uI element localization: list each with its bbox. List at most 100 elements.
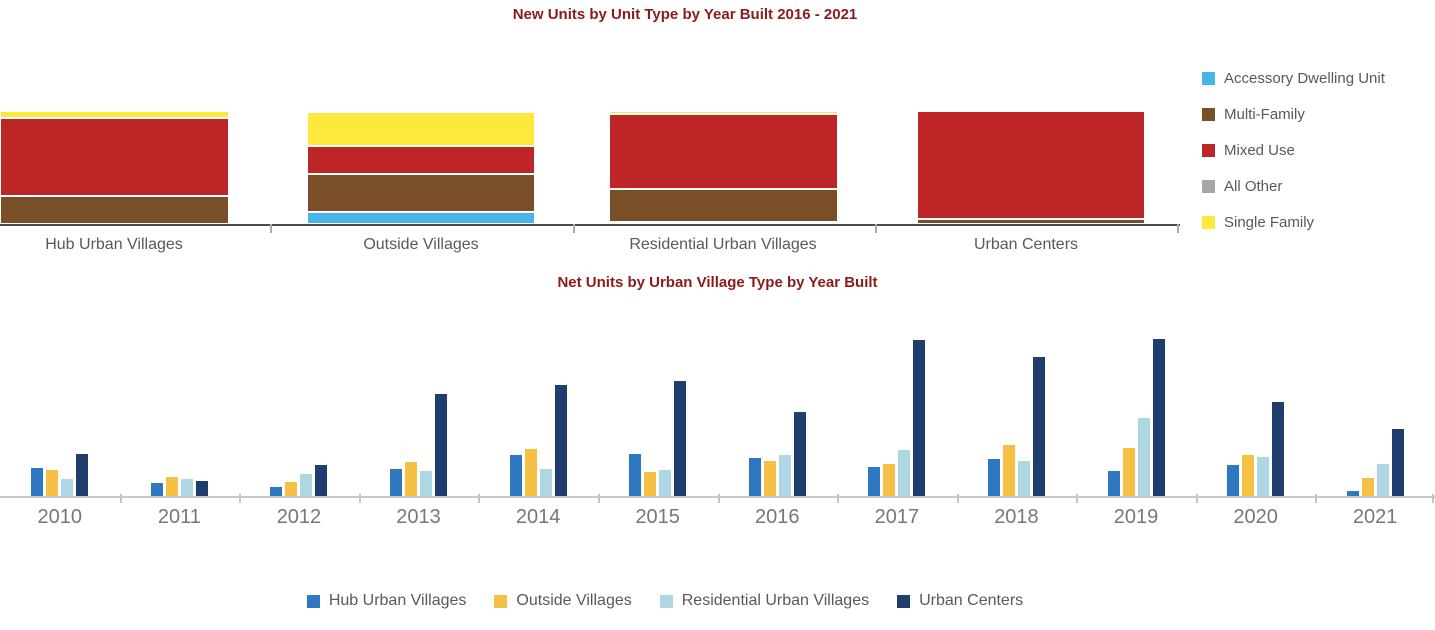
- outside-villages-bar[interactable]: [883, 464, 896, 496]
- outside-villages-bar[interactable]: [46, 470, 59, 496]
- stacked-bar-outside-villages[interactable]: [307, 112, 535, 224]
- mixed-use-segment[interactable]: [609, 114, 838, 189]
- hub-urban-villages-bar[interactable]: [390, 469, 403, 496]
- single-family-segment[interactable]: [307, 112, 535, 146]
- hub-urban-villages-bar[interactable]: [629, 454, 642, 496]
- urban-centers-bar[interactable]: [315, 465, 328, 496]
- stacked-bar-urban-centers[interactable]: [917, 111, 1145, 224]
- bottom-axis-tick: [1196, 494, 1198, 503]
- outside-villages-bar[interactable]: [165, 477, 178, 496]
- urban-centers-bar[interactable]: [1391, 429, 1404, 496]
- outside-villages-bar[interactable]: [1361, 478, 1374, 496]
- top-axis-tick: [875, 224, 877, 233]
- legend-item-single-family[interactable]: Single Family: [1202, 204, 1385, 240]
- legend-label: Urban Centers: [919, 592, 1024, 609]
- outside-villages-bar[interactable]: [1002, 445, 1015, 496]
- residential-urban-villages-bar[interactable]: [659, 470, 672, 496]
- hub-urban-villages-bar[interactable]: [1346, 491, 1359, 496]
- legend-label: All Other: [1224, 177, 1283, 195]
- hub-urban-villages-bar[interactable]: [868, 467, 881, 496]
- hub-urban-villages-bar[interactable]: [987, 459, 1000, 496]
- legend-label: Multi-Family: [1224, 105, 1305, 123]
- legend-item-hub-urban-villages[interactable]: Hub Urban Villages: [306, 592, 466, 610]
- residential-urban-villages-bar[interactable]: [1376, 464, 1389, 496]
- multi-family-segment[interactable]: [917, 219, 1145, 224]
- multi-family-segment[interactable]: [307, 174, 535, 212]
- bottom-axis-tick: [957, 494, 959, 503]
- accessory-dwelling-unit-segment[interactable]: [307, 212, 535, 224]
- urban-centers-bar[interactable]: [76, 454, 89, 496]
- urban-centers-bar[interactable]: [793, 412, 806, 496]
- residential-urban-villages-bar[interactable]: [300, 474, 313, 496]
- outside-villages-bar[interactable]: [285, 482, 298, 496]
- mixed-use-segment[interactable]: [307, 146, 535, 174]
- multi-family-segment[interactable]: [0, 196, 229, 224]
- year-group-2017: [837, 329, 957, 496]
- stacked-bar-hub-urban-villages[interactable]: [0, 111, 229, 224]
- year-group-2018: [957, 329, 1077, 496]
- outside-villages-bar[interactable]: [763, 461, 776, 496]
- legend-item-mixed-use[interactable]: Mixed Use: [1202, 132, 1385, 168]
- hub-urban-villages-bar[interactable]: [1107, 471, 1120, 496]
- urban-centers-bar[interactable]: [674, 381, 687, 496]
- residential-urban-villages-bar[interactable]: [61, 479, 74, 496]
- urban-centers-bar[interactable]: [913, 340, 926, 496]
- bottom-axis-tick: [239, 494, 241, 503]
- residential-urban-villages-bar[interactable]: [1257, 457, 1270, 496]
- urban-centers-bar[interactable]: [435, 394, 448, 496]
- urban-centers-bar[interactable]: [195, 481, 208, 496]
- year-group-2011: [120, 329, 240, 496]
- single-family-segment[interactable]: [0, 111, 229, 118]
- legend-item-multi-family[interactable]: Multi-Family: [1202, 96, 1385, 132]
- single-family-segment[interactable]: [609, 111, 838, 114]
- residential-urban-villages-bar[interactable]: [180, 479, 193, 496]
- year-group-2012: [239, 329, 359, 496]
- legend-item-urban-centers[interactable]: Urban Centers: [897, 592, 1023, 610]
- outside-villages-bar[interactable]: [644, 472, 657, 496]
- bottom-axis-tick: [359, 494, 361, 503]
- stacked-bar-residential-urban-villages[interactable]: [609, 111, 838, 224]
- residential-urban-villages-bar[interactable]: [898, 450, 911, 496]
- residential-urban-villages-bar[interactable]: [539, 469, 552, 496]
- legend-item-all-other[interactable]: All Other: [1202, 168, 1385, 204]
- hub-urban-villages-bar[interactable]: [270, 487, 283, 496]
- legend-swatch-icon: [897, 594, 911, 608]
- urban-centers-bar[interactable]: [554, 385, 567, 496]
- urban-centers-bar[interactable]: [1272, 402, 1285, 496]
- residential-urban-villages-bar[interactable]: [778, 455, 791, 496]
- hub-urban-villages-bar[interactable]: [748, 458, 761, 496]
- urban-centers-bar[interactable]: [1032, 357, 1045, 496]
- mixed-use-segment[interactable]: [0, 118, 229, 196]
- outside-villages-bar[interactable]: [1242, 455, 1255, 496]
- residential-urban-villages-bar[interactable]: [1017, 461, 1030, 496]
- outside-villages-bar[interactable]: [1122, 448, 1135, 496]
- outside-villages-bar[interactable]: [524, 449, 537, 496]
- bottom-axis-tick: [478, 494, 480, 503]
- bottom-axis-tick: [120, 494, 122, 503]
- mixed-use-segment[interactable]: [917, 111, 1145, 219]
- outside-villages-bar[interactable]: [405, 462, 418, 496]
- legend-label: Mixed Use: [1224, 141, 1295, 159]
- hub-urban-villages-bar[interactable]: [509, 455, 522, 496]
- bottom-x-axis-line: [0, 496, 1435, 498]
- hub-urban-villages-bar[interactable]: [150, 483, 163, 496]
- year-group-2013: [359, 329, 479, 496]
- legend-label: Residential Urban Villages: [681, 592, 870, 609]
- hub-urban-villages-bar[interactable]: [31, 468, 44, 496]
- residential-urban-villages-bar[interactable]: [1137, 418, 1150, 496]
- legend-item-outside-villages[interactable]: Outside Villages: [494, 592, 632, 610]
- year-label: 2016: [755, 506, 800, 528]
- legend-item-accessory-dwelling-unit[interactable]: Accessory Dwelling Unit: [1202, 60, 1385, 96]
- year-label: 2019: [1113, 506, 1159, 528]
- urban-centers-bar[interactable]: [1152, 339, 1165, 496]
- hub-urban-villages-bar[interactable]: [1227, 465, 1240, 496]
- legend-label: Single Family: [1224, 213, 1315, 231]
- legend-swatch-icon: [1202, 143, 1215, 157]
- multi-family-segment[interactable]: [609, 189, 838, 222]
- residential-urban-villages-bar[interactable]: [420, 471, 433, 496]
- top-x-axis-line: [0, 224, 1180, 226]
- all-other-segment[interactable]: [609, 222, 838, 224]
- year-group-2010: [0, 329, 120, 496]
- legend-item-residential-urban-villages[interactable]: Residential Urban Villages: [659, 592, 870, 610]
